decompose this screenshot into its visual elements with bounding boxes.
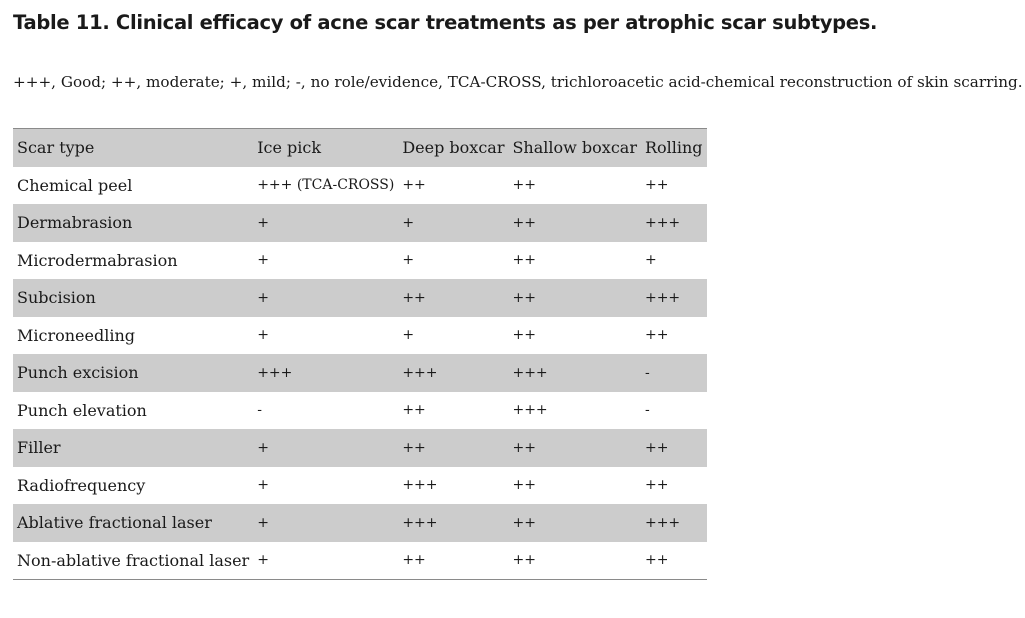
table-footnote: +++, Good; ++, moderate; +, mild; -, no …: [13, 73, 1023, 91]
cell-ice-pick: +: [257, 552, 269, 569]
header-ice-pick: Ice pick: [257, 138, 322, 158]
cell-ice-pick: +++ (TCA-CROSS): [257, 177, 395, 194]
row-treatment: Microdermabrasion: [17, 250, 178, 270]
cell-shallow-boxcar: ++: [512, 514, 536, 531]
cell-deep-boxcar: +: [402, 327, 415, 344]
cell-ice-pick: +: [257, 289, 269, 306]
cell-deep-boxcar: ++: [402, 402, 426, 419]
table-row: Dermabrasion + + ++ +++: [13, 204, 707, 242]
table-body: Chemical peel +++ (TCA-CROSS) ++ ++ ++ D…: [13, 167, 707, 580]
cell-deep-boxcar: ++: [402, 289, 426, 306]
cell-shallow-boxcar: ++: [512, 552, 536, 569]
cell-rolling: ++: [644, 552, 669, 569]
cell-shallow-boxcar: ++: [512, 439, 536, 456]
efficacy-table: Scar type Ice pick Deep boxcar Shallow b…: [13, 128, 707, 580]
row-treatment: Dermabrasion: [17, 213, 133, 233]
header-shallow-boxcar: Shallow boxcar: [512, 138, 637, 158]
cell-shallow-boxcar: ++: [512, 214, 536, 231]
header-scar-type: Scar type: [17, 138, 95, 158]
row-treatment: Microneedling: [17, 325, 136, 345]
row-treatment: Chemical peel: [17, 175, 133, 195]
cell-deep-boxcar: +++: [402, 514, 438, 531]
cell-deep-boxcar: ++: [402, 552, 426, 569]
cell-rolling: -: [644, 402, 650, 419]
table-row: Punch elevation - ++ +++ -: [13, 392, 707, 430]
table-row: Microdermabrasion + + ++ +: [13, 242, 707, 280]
table-row: Non-ablative fractional laser + ++ ++ ++: [13, 542, 707, 580]
cell-shallow-boxcar: ++: [512, 289, 536, 306]
table-row: Microneedling + + ++ ++: [13, 317, 707, 355]
cell-deep-boxcar: +++: [402, 477, 438, 494]
table-row: Radiofrequency + +++ ++ ++: [13, 467, 707, 505]
table-title: Table 11. Clinical efficacy of acne scar…: [13, 11, 878, 34]
cell-rolling: ++: [644, 177, 669, 194]
cell-shallow-boxcar: ++: [512, 177, 536, 194]
cell-ice-pick: +: [257, 252, 269, 269]
cell-ice-pick: +: [257, 439, 269, 456]
cell-shallow-boxcar: +++: [512, 364, 548, 381]
cell-ice-pick: +: [257, 214, 269, 231]
cell-rolling: ++: [644, 477, 669, 494]
cell-deep-boxcar: +: [402, 214, 415, 231]
cell-deep-boxcar: +: [402, 252, 415, 269]
table-row: Subcision + ++ ++ +++: [13, 279, 707, 317]
cell-rolling: +: [644, 252, 657, 269]
cell-ice-pick: +: [257, 327, 269, 344]
table-row: Chemical peel +++ (TCA-CROSS) ++ ++ ++: [13, 167, 707, 205]
cell-shallow-boxcar: ++: [512, 477, 536, 494]
cell-deep-boxcar: +++: [402, 364, 438, 381]
cell-shallow-boxcar: ++: [512, 327, 536, 344]
table-row: Punch excision +++ +++ +++ -: [13, 354, 707, 392]
cell-rolling: +++: [644, 214, 681, 231]
row-treatment: Filler: [17, 438, 61, 458]
header-rolling: Rolling: [644, 138, 703, 158]
row-treatment: Non-ablative fractional laser: [17, 550, 250, 570]
cell-rolling: +++: [644, 289, 681, 306]
cell-rolling: +++: [644, 514, 681, 531]
cell-shallow-boxcar: +++: [512, 402, 548, 419]
table-header: Scar type Ice pick Deep boxcar Shallow b…: [13, 128, 707, 167]
header-deep-boxcar: Deep boxcar: [402, 138, 505, 158]
cell-ice-pick: +: [257, 514, 269, 531]
cell-rolling: ++: [644, 439, 669, 456]
cell-deep-boxcar: ++: [402, 439, 426, 456]
cell-deep-boxcar: ++: [402, 177, 426, 194]
row-treatment: Punch elevation: [17, 400, 147, 420]
row-treatment: Punch excision: [17, 363, 139, 383]
cell-ice-pick: +: [257, 477, 269, 494]
header-row: Scar type Ice pick Deep boxcar Shallow b…: [13, 128, 707, 167]
cell-rolling: ++: [644, 327, 669, 344]
row-treatment: Radiofrequency: [17, 475, 146, 495]
cell-ice-pick: +++: [257, 364, 293, 381]
table-row: Filler + ++ ++ ++: [13, 429, 707, 467]
cell-shallow-boxcar: ++: [512, 252, 536, 269]
cell-rolling: -: [644, 364, 650, 381]
table-row: Ablative fractional laser + +++ ++ +++: [13, 504, 707, 542]
cell-ice-pick: -: [257, 402, 262, 419]
row-treatment: Ablative fractional laser: [17, 513, 212, 533]
row-treatment: Subcision: [17, 288, 96, 308]
